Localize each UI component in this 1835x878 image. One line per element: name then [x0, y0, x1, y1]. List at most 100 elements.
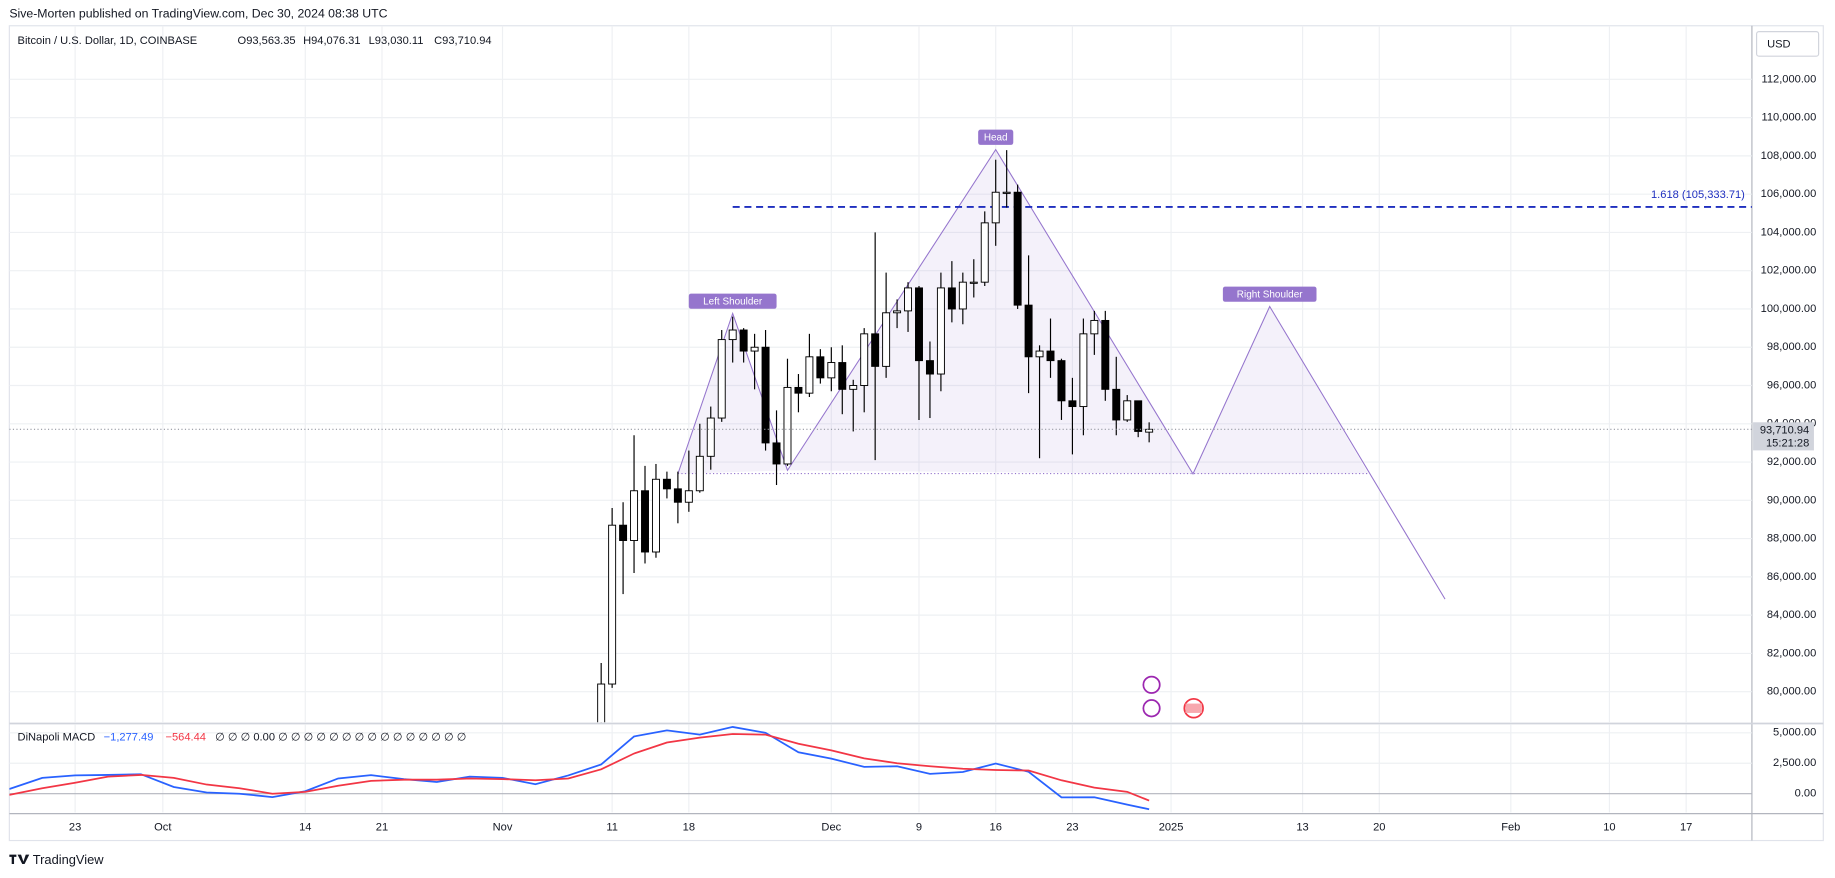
candle-body	[991, 191, 1000, 224]
y-tick-label: 86,000.00	[1767, 571, 1816, 583]
candle-body	[1112, 388, 1121, 421]
x-tick-label: 23	[69, 822, 81, 834]
candle-body	[684, 490, 693, 503]
candle-body	[641, 490, 649, 553]
y-tick-label: 88,000.00	[1767, 533, 1816, 545]
macd-pane	[9, 724, 1752, 813]
y-tick-label: 80,000.00	[1767, 686, 1816, 698]
candle-body	[958, 281, 967, 310]
x-tick-label: 23	[1066, 822, 1078, 834]
candle-body	[947, 287, 956, 310]
candle-body	[1123, 400, 1132, 421]
candle-body	[772, 442, 781, 465]
candle-body	[761, 346, 770, 444]
candle-body	[1090, 319, 1099, 335]
candle-body	[619, 524, 628, 541]
x-tick-label: 13	[1296, 822, 1308, 834]
labels: 23 Oct 14 21 Nov 11 18 Dec 9 16 23 2025 13 20 Feb 10 17 8…	[18, 35, 1817, 834]
y-tick-label: 110,000.00	[1762, 112, 1817, 124]
x-tick-label: 9	[916, 822, 922, 834]
flag-icon	[1185, 703, 1202, 713]
candle-body	[969, 281, 978, 284]
candle-body	[838, 362, 847, 390]
currency[interactable]: USD	[1767, 38, 1790, 50]
candle-body	[717, 339, 726, 419]
candle-body	[849, 385, 858, 390]
x-tick-label: 21	[376, 822, 388, 834]
last-price-label: 93,710.94	[1760, 424, 1809, 436]
y-tick-label: 104,000.00	[1761, 226, 1817, 238]
ohlc-label: C93,710.94	[434, 35, 491, 47]
pattern-label: Head	[984, 132, 1008, 143]
x-tick-label: 18	[683, 822, 695, 834]
y-tick-label: 96,000.00	[1767, 379, 1816, 391]
candle-body	[816, 356, 825, 379]
y-tick-label: 100,000.00	[1761, 303, 1817, 315]
candle-body	[794, 386, 803, 394]
macd-tick-label: 2,500.00	[1773, 757, 1816, 769]
pattern-fill	[677, 313, 788, 474]
x-tick-label: 20	[1373, 822, 1385, 834]
x-tick-label: 10	[1603, 822, 1615, 834]
x-tick-label: Feb	[1501, 822, 1520, 834]
macd-value: −564.44	[165, 731, 205, 743]
x-tick-label: 14	[299, 822, 311, 834]
x-tick-label: Dec	[821, 822, 841, 834]
candle-body	[1145, 428, 1154, 433]
ohlc-label: H94,076.31	[303, 35, 360, 47]
candle-body	[651, 478, 660, 553]
countdown: 15:21:28	[1766, 437, 1809, 449]
candle-body	[695, 455, 704, 492]
y-tick-label: 112,000.00	[1762, 73, 1817, 85]
pattern-fill	[1192, 306, 1369, 474]
macd-line	[9, 726, 1150, 811]
macd-value: −1,277.49	[104, 731, 154, 743]
candle-body	[980, 222, 989, 283]
event-icon[interactable]	[1142, 699, 1161, 718]
price-pane	[9, 25, 1752, 723]
y-tick-label: 98,000.00	[1767, 341, 1816, 353]
pattern-line	[677, 148, 1446, 600]
candle-body	[739, 329, 748, 352]
frame	[8, 25, 1824, 842]
y-tick-label: 102,000.00	[1761, 265, 1817, 277]
candle-body	[1013, 191, 1022, 306]
candle-body	[915, 287, 923, 362]
macd-extra: ∅ ∅ ∅ 0.00 ∅ ∅ ∅ ∅ ∅ ∅ ∅ ∅ ∅ ∅ ∅ ∅ ∅ ∅ ∅	[215, 731, 466, 743]
x-tick-label: Oct	[154, 822, 171, 834]
event-icon[interactable]	[1142, 675, 1161, 694]
candle-body	[882, 312, 891, 367]
candle-body	[871, 333, 880, 367]
candle-body	[608, 524, 617, 685]
x-tick-label: Nov	[493, 822, 513, 834]
candle-body	[1035, 350, 1044, 358]
candle-body	[783, 386, 792, 465]
ohlc-label: O93,563.35	[238, 35, 296, 47]
candle-body	[860, 333, 869, 386]
y-tick-label: 106,000.00	[1761, 188, 1817, 200]
x-tick-label: 16	[990, 822, 1002, 834]
pattern-label: Left Shoulder	[703, 296, 763, 307]
logo	[9, 854, 30, 864]
candle-body	[1002, 191, 1011, 194]
candle-body	[706, 417, 715, 457]
candle-body	[1079, 333, 1088, 408]
candle-body	[1134, 400, 1143, 432]
y-tick-label: 108,000.00	[1761, 150, 1817, 162]
currency-button[interactable]	[1756, 31, 1820, 57]
pattern-label: Right Shoulder	[1237, 289, 1303, 300]
footer: TradingView	[33, 852, 104, 867]
candle-body	[805, 356, 814, 394]
candle-body	[925, 360, 934, 375]
pattern-label-box	[688, 293, 777, 309]
candle-body	[1024, 304, 1033, 358]
candle-body	[673, 488, 682, 503]
candle-body	[1101, 319, 1110, 390]
macd-line	[9, 733, 1150, 802]
last-price-box	[1753, 422, 1814, 451]
fib-label: 1.618 (105,333.71)	[1651, 189, 1745, 201]
candle-body	[728, 329, 737, 341]
x-tick-label: 11	[606, 822, 618, 834]
candle-body	[936, 287, 945, 375]
